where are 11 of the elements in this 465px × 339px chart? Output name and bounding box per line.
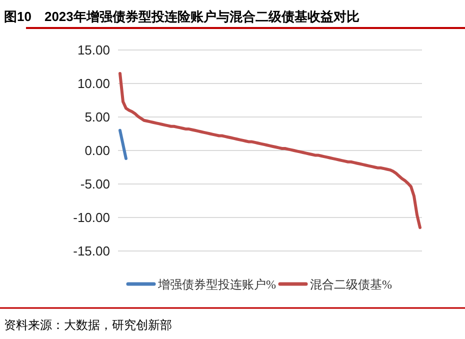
- y-tick-label: -15.00: [73, 244, 110, 258]
- y-tick-label: -10.00: [73, 210, 110, 225]
- y-tick-label: 10.00: [77, 76, 110, 91]
- y-tick-label: 0.00: [84, 143, 110, 158]
- legend-label: 增强债券型投连账户%: [157, 278, 276, 292]
- y-tick-label: 15.00: [77, 42, 110, 58]
- y-tick-label: -5.00: [80, 176, 110, 192]
- y-tick-label: 5.00: [84, 110, 110, 124]
- legend-label: 混合二级债基%: [310, 278, 392, 292]
- chart-title: 图10 2023年增强债券型投连险账户与混合二级债基收益对比: [4, 9, 360, 24]
- text: 资料来源：大数据，研究创新部: [4, 318, 172, 332]
